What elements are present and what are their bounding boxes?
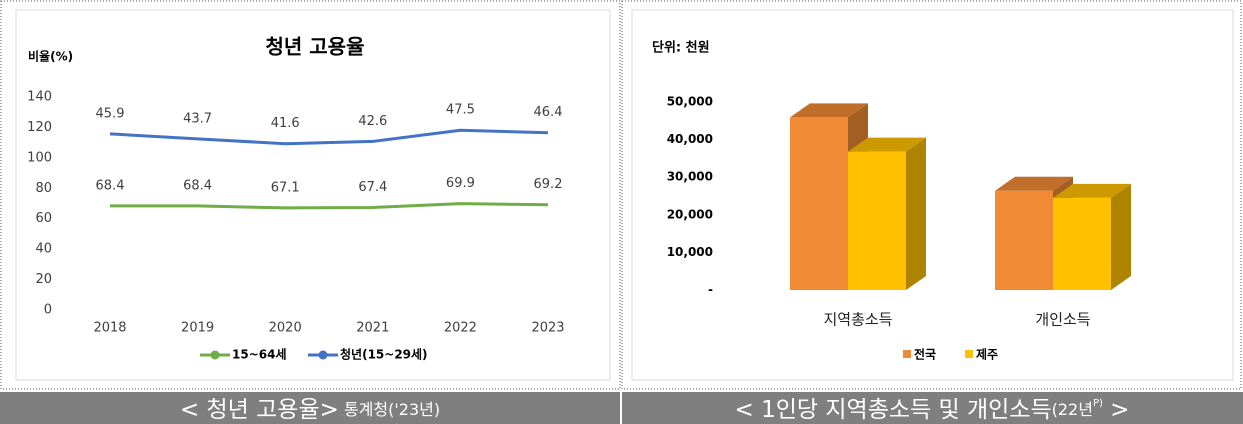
y-tick-label: 80 (35, 181, 52, 196)
data-label: 68.4 (183, 178, 212, 193)
y-tick-label: 0 (44, 303, 52, 318)
bar-top (1053, 183, 1131, 198)
y-tick-label: 40 (35, 242, 52, 257)
bar-top (848, 137, 926, 152)
y-tick-label: 100 (27, 150, 52, 165)
y-tick-label: 20 (35, 272, 52, 287)
legend-swatch (965, 350, 973, 358)
data-label: 41.6 (271, 116, 300, 131)
bar (995, 190, 1053, 290)
legend-label: 청년(15~29세) (340, 347, 428, 362)
data-label: 47.5 (446, 103, 475, 118)
left-panel-border (0, 0, 621, 390)
legend-label: 전국 (914, 347, 936, 362)
bar (790, 117, 848, 290)
x-tick-label: 개인소득 (1035, 311, 1090, 329)
data-label: 45.9 (96, 106, 125, 121)
y-tick-label: 50,000 (667, 95, 713, 109)
y-tick-label: 20,000 (667, 207, 713, 221)
x-tick-label: 지역총소득 (823, 311, 892, 329)
left-chart-area (15, 9, 611, 381)
x-tick-label: 2020 (269, 321, 302, 336)
legend-swatch (903, 350, 911, 358)
bar-top (995, 176, 1073, 191)
x-tick-label: 2019 (181, 321, 214, 336)
data-label: 43.7 (183, 111, 212, 126)
right-panel-border (621, 0, 1242, 390)
legend-label: 15~64세 (232, 347, 287, 362)
caption-bar (622, 392, 1243, 424)
bar-top (790, 103, 868, 118)
line (110, 202, 549, 210)
y-tick-label: 140 (27, 90, 52, 105)
data-label: 67.4 (358, 180, 387, 195)
data-label: 42.6 (358, 114, 387, 129)
bar (1053, 197, 1111, 290)
y-tick-label: 10,000 (667, 245, 713, 259)
x-tick-label: 2018 (93, 321, 126, 336)
line (109, 128, 549, 146)
legend-marker (210, 350, 220, 360)
right-chart-area (631, 9, 1234, 381)
bar-side (906, 137, 926, 290)
legend-marker (318, 350, 328, 360)
y-tick-label: 60 (35, 211, 52, 226)
bar-side (1111, 183, 1131, 290)
y-axis-label: 비율(%) (28, 49, 73, 64)
chart-title: 청년 고용율 (266, 35, 365, 59)
caption: < 청년 고용율> 통계청('23년) (180, 397, 440, 423)
data-label: 67.1 (271, 180, 300, 195)
data-label: 69.9 (446, 176, 475, 191)
unit-label: 단위: 천원 (652, 40, 710, 56)
x-tick-label: 2022 (444, 321, 477, 336)
x-tick-label: 2023 (531, 321, 564, 336)
legend-label: 제주 (976, 348, 998, 362)
y-tick-label: 40,000 (667, 132, 713, 146)
y-tick-label: - (708, 283, 713, 297)
bar (848, 151, 906, 290)
caption: < 1인당 지역총소득 및 개인소득(22년P) > (735, 397, 1130, 423)
data-label: 69.2 (534, 177, 563, 192)
caption-bar (0, 392, 620, 424)
y-tick-label: 120 (27, 120, 52, 135)
data-label: 46.4 (534, 105, 563, 120)
y-tick-label: 30,000 (667, 170, 713, 184)
x-tick-label: 2021 (356, 321, 389, 336)
data-label: 68.4 (96, 178, 125, 193)
